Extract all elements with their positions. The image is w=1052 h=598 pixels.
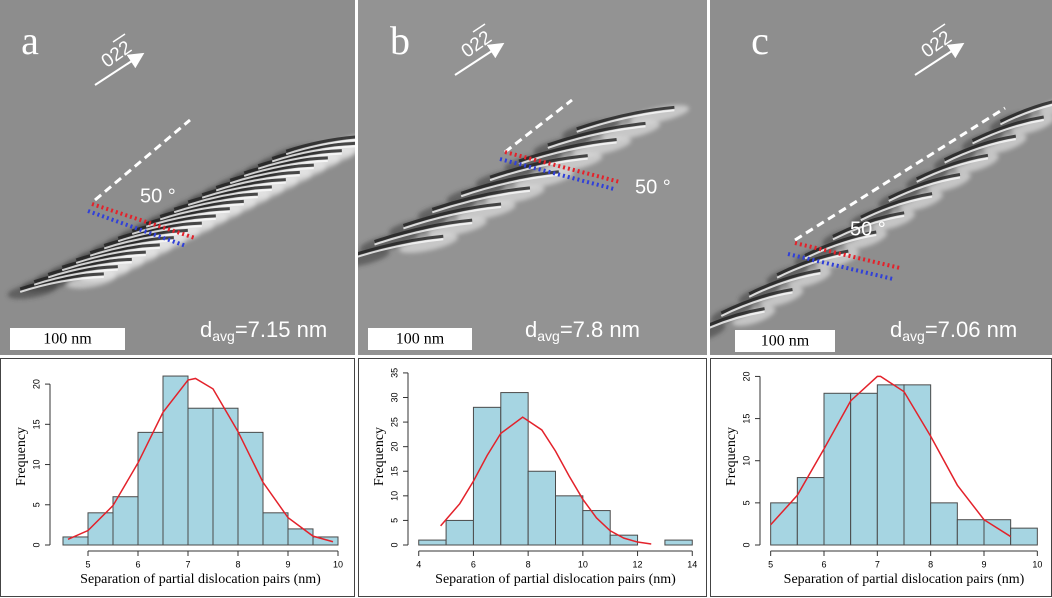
x-tick-label: 10: [333, 559, 343, 569]
y-tick-label: 5: [741, 500, 751, 505]
bar: [313, 537, 338, 545]
bar: [931, 503, 958, 545]
x-tick-label: 6: [135, 559, 140, 569]
bar: [556, 496, 583, 545]
d-subscript: avg: [212, 328, 235, 344]
y-tick-label: 10: [389, 491, 399, 501]
x-tick-label: 6: [821, 559, 826, 569]
x-tick-label: 5: [85, 559, 90, 569]
bar: [419, 540, 446, 545]
panel-label: a: [21, 18, 39, 63]
x-tick-label: 8: [928, 559, 933, 569]
panel-label: b: [390, 18, 410, 63]
bar: [473, 407, 500, 545]
y-axis-label: Frequency: [724, 427, 739, 486]
x-tick-label: 14: [687, 559, 697, 569]
figure: 50 °a022100 nmdavg=7.15 nm50 °b022100 nm…: [0, 0, 1052, 598]
scale-bar-label: 100 nm: [396, 331, 445, 348]
y-tick-label: 5: [31, 502, 41, 507]
bar: [238, 432, 263, 545]
bar: [957, 520, 984, 545]
bar: [138, 432, 163, 545]
x-tick-label: 9: [981, 559, 986, 569]
x-tick-label: 5: [768, 559, 773, 569]
y-tick-label: 0: [31, 542, 41, 547]
y-tick-label: 5: [389, 518, 399, 523]
panel-label: c: [751, 18, 769, 63]
y-axis-label: Frequency: [372, 427, 387, 486]
bar: [851, 393, 878, 545]
bar: [904, 385, 931, 545]
bar: [610, 535, 637, 545]
y-axis-label: Frequency: [14, 427, 29, 486]
d-value: =7.8 nm: [560, 317, 640, 342]
bar: [288, 529, 313, 545]
d-value: =7.06 nm: [925, 317, 1017, 342]
x-axis-label: Separation of partial dislocation pairs …: [784, 572, 1025, 587]
bar: [984, 520, 1011, 545]
x-tick-label: 10: [1032, 559, 1042, 569]
y-tick-label: 0: [389, 542, 399, 547]
bar: [501, 393, 528, 545]
x-axis-label: Separation of partial dislocation pairs …: [435, 572, 676, 587]
d-value: =7.15 nm: [235, 317, 327, 342]
y-tick-label: 30: [389, 392, 399, 402]
y-tick-label: 15: [741, 414, 751, 424]
x-tick-label: 6: [471, 559, 476, 569]
x-tick-label: 4: [416, 559, 421, 569]
y-tick-label: 35: [389, 368, 399, 378]
bar: [877, 385, 904, 545]
angle-label: 50 °: [635, 176, 671, 198]
x-tick-label: 8: [235, 559, 240, 569]
y-tick-label: 20: [741, 371, 751, 381]
d-subscript: avg: [902, 328, 925, 344]
y-tick-label: 10: [741, 456, 751, 466]
bar: [528, 471, 555, 545]
d-subscript: avg: [537, 328, 560, 344]
bar: [113, 497, 138, 545]
x-tick-label: 9: [285, 559, 290, 569]
x-tick-label: 10: [578, 559, 588, 569]
x-tick-label: 8: [526, 559, 531, 569]
x-tick-label: 7: [185, 559, 190, 569]
angle-label: 50 °: [140, 185, 176, 207]
bar: [446, 520, 473, 545]
y-tick-label: 20: [389, 442, 399, 452]
x-axis-label: Separation of partial dislocation pairs …: [80, 572, 321, 587]
angle-label: 50 °: [850, 218, 886, 240]
x-tick-label: 12: [633, 559, 643, 569]
d-symbol: d: [200, 317, 212, 342]
bar: [213, 408, 238, 545]
y-tick-label: 10: [31, 460, 41, 470]
x-tick-label: 7: [875, 559, 880, 569]
bar: [163, 376, 188, 545]
bar: [188, 408, 213, 545]
bar: [665, 540, 692, 545]
scale-bar-label: 100 nm: [43, 331, 92, 348]
y-tick-label: 25: [389, 417, 399, 427]
d-symbol: d: [890, 317, 902, 342]
y-tick-label: 15: [389, 466, 399, 476]
bar: [263, 513, 288, 545]
y-tick-label: 0: [741, 542, 751, 547]
d-symbol: d: [525, 317, 537, 342]
bar: [824, 393, 851, 545]
scale-bar-label: 100 nm: [761, 333, 810, 350]
y-tick-label: 20: [31, 379, 41, 389]
bar: [1011, 528, 1038, 545]
bar: [63, 537, 88, 545]
y-tick-label: 15: [31, 419, 41, 429]
